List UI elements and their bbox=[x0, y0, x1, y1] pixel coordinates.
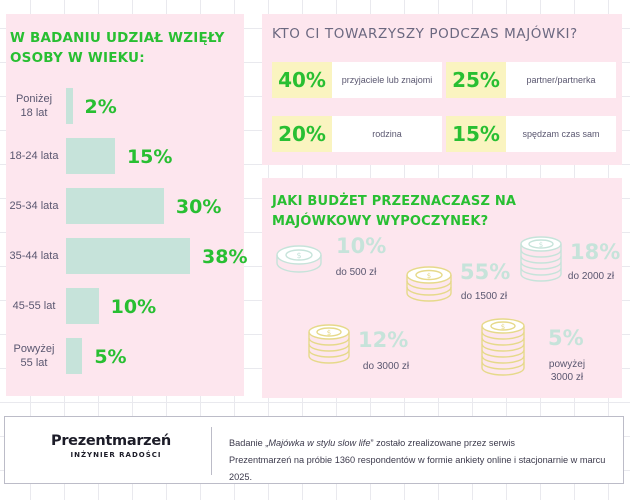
companion-value: 20% bbox=[272, 116, 332, 152]
coin-stack-icon: $ bbox=[276, 245, 322, 273]
brand-tagline: INŻYNIER RADOŚCI bbox=[70, 451, 162, 459]
age-bar bbox=[66, 238, 190, 274]
coin-stack-icon: $ bbox=[308, 324, 350, 364]
age-bar bbox=[66, 338, 83, 374]
survey-note-line-1: Badanie „Majówka w stylu slow life” zost… bbox=[229, 435, 619, 452]
age-category-label: 45-55 lat bbox=[12, 300, 56, 312]
age-bar-value: 5% bbox=[94, 346, 127, 368]
age-bar bbox=[66, 138, 115, 174]
budget-label: do 2000 zł bbox=[567, 271, 615, 282]
companions-panel-title: KTO CI TOWARZYSZY PODCZAS MAJÓWKI? bbox=[272, 26, 578, 42]
budget-value: 18% bbox=[570, 240, 621, 264]
svg-text:$: $ bbox=[327, 329, 331, 337]
svg-text:$: $ bbox=[427, 272, 431, 280]
companions-panel: KTO CI TOWARZYSZY PODCZAS MAJÓWKI? 40% p… bbox=[262, 14, 622, 165]
companion-item-family: 20% rodzina bbox=[272, 116, 442, 152]
companion-label: spędzam czas sam bbox=[522, 129, 600, 139]
companion-label: partner/partnerka bbox=[526, 75, 596, 85]
age-bar-chart: Poniżej 18 lat 2% 18-24 lata 15% 25-34 lata 30… bbox=[6, 14, 248, 396]
companion-item-friends: 40% przyjaciele lub znajomi bbox=[272, 62, 442, 98]
footer: Prezentmarzeń INŻYNIER RADOŚCI Badanie „… bbox=[4, 416, 624, 484]
age-category-label: 18-24 lata bbox=[9, 150, 59, 162]
survey-note-suffix: ” zostało zrealizowane przez serwis bbox=[370, 438, 515, 448]
age-bar-value: 38% bbox=[202, 246, 248, 268]
svg-text:$: $ bbox=[296, 251, 301, 260]
brand-name: Prezentmarzeń bbox=[51, 433, 171, 449]
footer-divider bbox=[211, 427, 212, 475]
survey-note-prefix: Badanie „ bbox=[229, 438, 269, 448]
budget-value: 12% bbox=[358, 328, 409, 352]
companion-value: 25% bbox=[446, 62, 506, 98]
budget-value: 5% bbox=[548, 326, 584, 350]
age-bar-value: 10% bbox=[110, 296, 157, 318]
companion-value: 15% bbox=[446, 116, 506, 152]
coin-stack-icon: $ bbox=[520, 236, 562, 282]
brand-logo: Prezentmarzeń INŻYNIER RADOŚCI bbox=[51, 433, 181, 459]
budget-value: 10% bbox=[336, 234, 387, 258]
companion-label: przyjaciele lub znajomi bbox=[341, 75, 433, 85]
age-bar-value: 30% bbox=[175, 196, 222, 218]
survey-note-line-2: Prezentmarzeń na próbie 1360 respondentó… bbox=[229, 455, 606, 482]
survey-title: Majówka w stylu slow life bbox=[268, 438, 371, 448]
companion-value: 40% bbox=[272, 62, 332, 98]
budget-value: 55% bbox=[460, 260, 511, 284]
survey-note: Badanie „Majówka w stylu slow life” zost… bbox=[229, 435, 619, 486]
budget-label: do 1500 zł bbox=[460, 291, 508, 302]
age-bar bbox=[66, 88, 73, 124]
age-category-label: Poniżej 18 lat bbox=[15, 93, 53, 119]
budget-label: powyżej 3000 zł bbox=[548, 359, 586, 383]
budget-panel: JAKI BUDŻET PRZEZNACZASZ NA MAJÓWKOWY WY… bbox=[262, 178, 622, 398]
age-category-label: 25-34 lata bbox=[9, 200, 59, 212]
coin-stack-icon: $ bbox=[481, 318, 525, 376]
budget-label: do 3000 zł bbox=[362, 361, 410, 372]
age-panel: W BADANIU UDZIAŁ WZIĘŁY OSOBY W WIEKU: P… bbox=[6, 14, 248, 396]
age-bar-value: 15% bbox=[126, 146, 173, 168]
companion-label: rodzina bbox=[372, 129, 402, 139]
age-category-label: Powyżej 55 lat bbox=[13, 343, 55, 369]
budget-label: do 500 zł bbox=[335, 267, 377, 278]
coin-stack-icon: $ bbox=[406, 266, 452, 302]
companion-item-alone: 15% spędzam czas sam bbox=[446, 116, 616, 152]
age-bar bbox=[66, 288, 99, 324]
budget-panel-title: JAKI BUDŻET PRZEZNACZASZ NA MAJÓWKOWY WY… bbox=[272, 194, 517, 229]
svg-text:$: $ bbox=[501, 323, 505, 331]
age-bar bbox=[66, 188, 164, 224]
age-bar-value: 2% bbox=[84, 96, 117, 118]
svg-text:$: $ bbox=[539, 241, 543, 249]
companion-item-partner: 25% partner/partnerka bbox=[446, 62, 616, 98]
age-panel-title: W BADANIU UDZIAŁ WZIĘŁY OSOBY W WIEKU: bbox=[10, 30, 225, 66]
age-category-label: 35-44 lata bbox=[9, 250, 59, 262]
